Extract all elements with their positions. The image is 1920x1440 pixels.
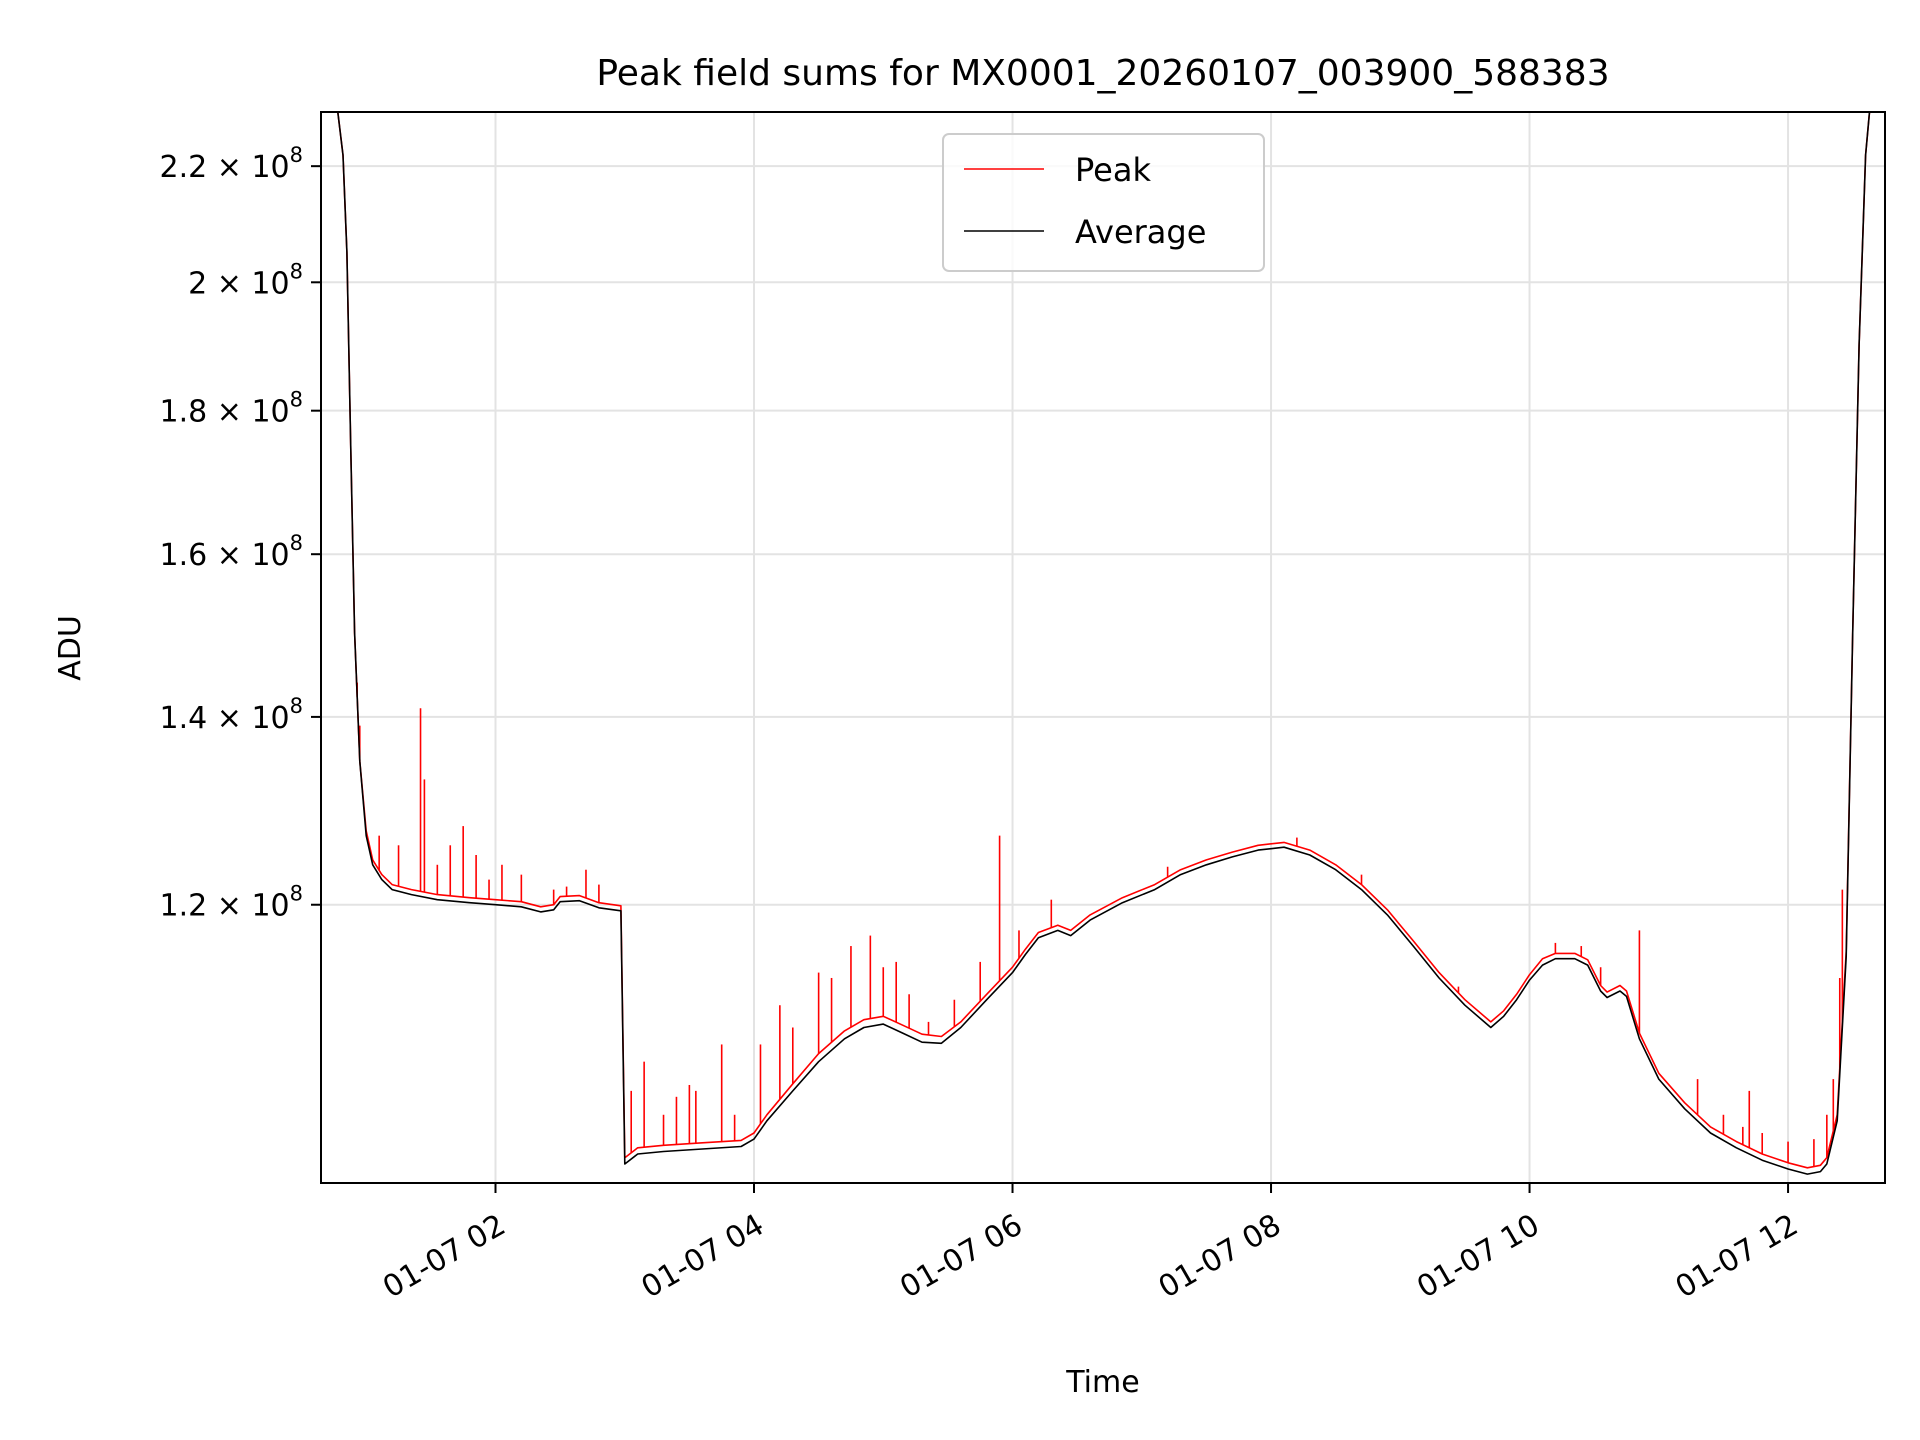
y-axis: 1.2 × 108 1.4 × 108 1.6 × 108 1.8 × 108 2 × … [160,143,321,924]
series-line-average [321,112,1885,1175]
y-tick-label: 2 × 108 [188,259,303,301]
y-tick-label: 1.2 × 108 [160,882,303,924]
legend-label-average: Average [1075,213,1206,251]
y-tick-label: 1.6 × 108 [160,531,303,573]
y-tick-label: 1.4 × 108 [160,694,303,736]
y-tick-label: 2.2 × 108 [160,143,303,185]
legend-label-peak: Peak [1075,151,1151,189]
chart-title: Peak field sums for MX0001_20260107_0039… [596,53,1609,94]
y-tick-label: 1.8 × 108 [160,388,303,430]
x-axis-label: Time [1065,1365,1139,1400]
plot-frame [320,111,1886,1184]
grid [321,112,1885,1183]
series-layer [321,112,1885,1175]
legend: Peak Average [942,133,1265,272]
series-line-peak [321,112,1885,1169]
y-axis-label: ADU [53,615,88,681]
